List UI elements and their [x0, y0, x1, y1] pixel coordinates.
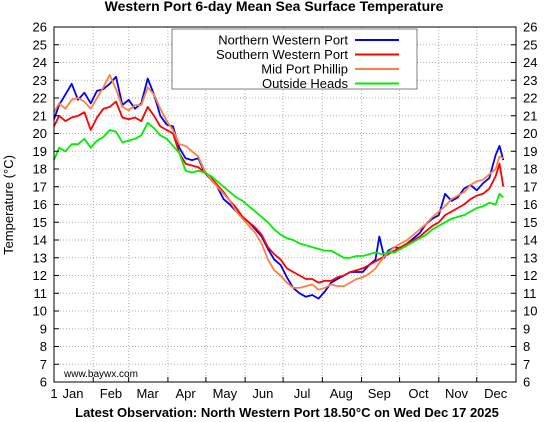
y-tick-label-right: 24	[523, 55, 537, 70]
x-tick-label: Mar	[136, 386, 159, 401]
series-line-4	[53, 121, 504, 259]
x-tick-label: Dec	[484, 386, 508, 401]
x-tick-label: May	[213, 386, 238, 401]
y-tick-label-left: 21	[33, 108, 47, 123]
x-tick-label: Sep	[368, 386, 391, 401]
y-tick-label-right: 20	[523, 126, 537, 141]
x-tick-label: Jan	[63, 386, 84, 401]
x-tick-label: Jul	[294, 386, 311, 401]
y-tick-label-left: 20	[33, 126, 47, 141]
y-tick-label-left: 16	[33, 197, 47, 212]
legend-label: Mid Port Phillip	[261, 62, 348, 77]
y-tick-label-left: 9	[40, 321, 47, 336]
y-tick-label-right: 12	[523, 268, 537, 283]
legend-label: Northern Western Port	[218, 33, 348, 48]
series-line-1	[53, 75, 505, 300]
y-tick-label-right: 26	[523, 20, 537, 35]
x-tick-label: Aug	[330, 386, 353, 401]
grid	[54, 27, 516, 382]
y-tick-label-left: 23	[33, 73, 47, 88]
y-tick-label-right: 19	[523, 144, 537, 159]
y-tick-label-left: 14	[33, 233, 47, 248]
x-tick-label: Oct	[408, 386, 429, 401]
y-tick-label-left: 18	[33, 162, 47, 177]
x-tick-label: Feb	[100, 386, 122, 401]
y-tick-label-right: 18	[523, 162, 537, 177]
x-tick-label: 1	[50, 386, 57, 401]
y-tick-label-left: 22	[33, 91, 47, 106]
y-tick-label-left: 17	[33, 179, 47, 194]
legend-label: Southern Western Port	[216, 47, 348, 62]
y-tick-label-right: 17	[523, 179, 537, 194]
x-tick-label: Apr	[176, 386, 197, 401]
axis-ticks: 6 6 7 7 8 8 9 9 10 10 11 11 12 12 13 13 14 14 15 15 16 16 17 17…	[33, 20, 538, 402]
footer-latest-observation: Latest Observation: North Western Port 1…	[75, 405, 499, 420]
y-axis-label: Temperature (°C)	[1, 155, 16, 255]
y-tick-label-left: 25	[33, 37, 47, 52]
y-tick-label-right: 15	[523, 215, 537, 230]
y-tick-label-left: 11	[34, 286, 48, 301]
y-tick-label-right: 23	[523, 73, 537, 88]
y-tick-label-left: 6	[40, 375, 47, 390]
y-tick-label-right: 22	[523, 91, 537, 106]
y-tick-label-right: 13	[523, 250, 537, 265]
y-tick-label-right: 10	[523, 304, 537, 319]
y-tick-label-left: 19	[33, 144, 47, 159]
y-tick-label-left: 10	[33, 304, 47, 319]
chart-title: Western Port 6-day Mean Sea Surface Temp…	[105, 0, 444, 14]
y-tick-label-right: 21	[523, 108, 537, 123]
y-tick-label-right: 6	[523, 375, 530, 390]
y-tick-label-right: 14	[523, 233, 537, 248]
legend-label: Outside Heads	[262, 76, 348, 91]
y-tick-label-left: 12	[33, 268, 47, 283]
series-line-2	[53, 100, 505, 284]
y-tick-label-left: 13	[33, 250, 47, 265]
series-line-3	[53, 74, 504, 291]
y-tick-label-left: 26	[33, 20, 47, 35]
y-tick-label-left: 15	[33, 215, 47, 230]
y-tick-label-right: 16	[523, 197, 537, 212]
y-tick-label-right: 11	[523, 286, 537, 301]
y-tick-label-right: 8	[523, 339, 530, 354]
series-lines	[53, 74, 505, 300]
y-tick-label-left: 8	[40, 339, 47, 354]
x-tick-label: Nov	[445, 386, 469, 401]
y-tick-label-right: 25	[523, 37, 537, 52]
y-tick-label-left: 7	[40, 357, 47, 372]
x-tick-label: Jun	[252, 386, 273, 401]
watermark: www.baywx.com	[63, 369, 138, 380]
y-tick-label-left: 24	[33, 55, 47, 70]
y-tick-label-right: 9	[523, 321, 530, 336]
y-tick-label-right: 7	[523, 357, 530, 372]
